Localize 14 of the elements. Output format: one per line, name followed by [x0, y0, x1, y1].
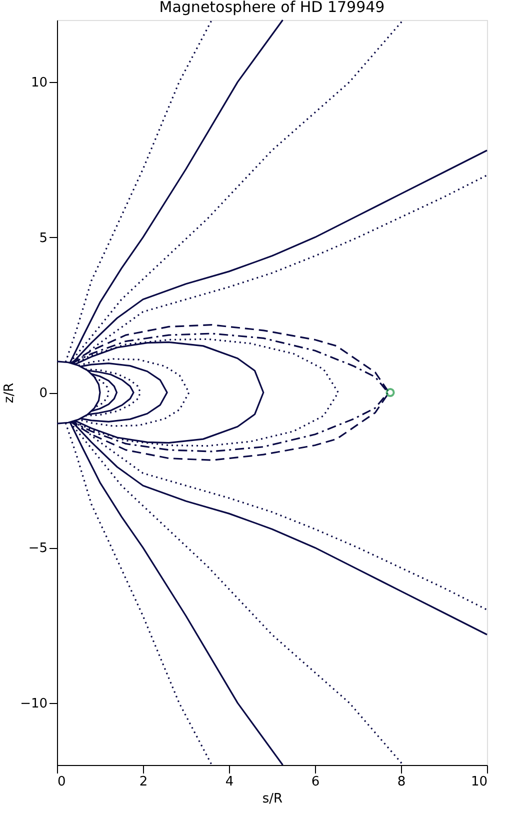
- x-tick-label: 8: [397, 774, 406, 790]
- y-tick-label: −5: [28, 541, 48, 556]
- y-tick-label: 5: [39, 230, 48, 246]
- y-axis-title: z/R: [2, 382, 18, 404]
- x-tick-label: 2: [139, 774, 148, 790]
- x-tick-label: 10: [470, 774, 488, 790]
- x-axis-title: s/R: [262, 792, 283, 806]
- x-tick-label: 4: [225, 774, 234, 790]
- chart-title: Magnetosphere of HD 179949: [159, 0, 385, 16]
- x-tick-label: 6: [311, 774, 320, 790]
- x-tick-label: 0: [58, 774, 66, 790]
- y-tick-label: 10: [30, 76, 48, 91]
- y-tick-label: 0: [39, 386, 48, 401]
- y-tick-label: −10: [20, 696, 48, 712]
